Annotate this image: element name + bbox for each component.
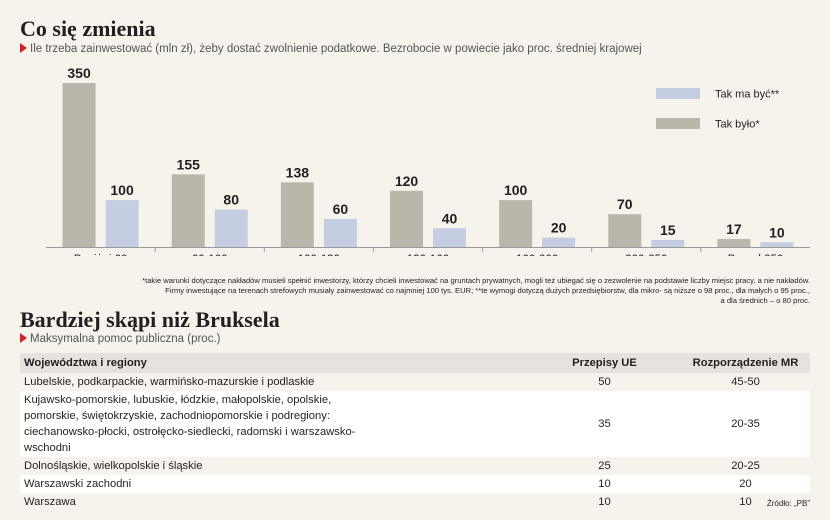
region-cell: Kujawsko-pomorskie, lubuskie, łódzkie, m… xyxy=(20,391,528,457)
chart-subtitle: Ile trzeba zainwestować (mln zł), żeby d… xyxy=(20,43,642,55)
legend-label: Tak ma być** xyxy=(715,89,780,101)
mr-cell: 10 xyxy=(739,496,752,508)
header-mr: Rozporządzenie MR xyxy=(681,353,810,373)
x-tick-label: Ponad 250 xyxy=(728,254,784,256)
table-row: Lubelskie, podkarpackie, warmińsko-mazur… xyxy=(20,373,810,391)
x-tick-label: 130-160 xyxy=(407,254,449,256)
data-label: 70 xyxy=(617,196,633,212)
eu-cell: 35 xyxy=(528,391,681,457)
data-label: 100 xyxy=(504,182,528,198)
eu-cell: 50 xyxy=(598,376,611,388)
bar-after xyxy=(760,242,794,247)
data-label: 17 xyxy=(726,221,742,237)
bar-after xyxy=(323,218,357,247)
header-region: Województwa i regiony xyxy=(20,353,528,373)
bar-before xyxy=(390,190,423,247)
footnote-line-3: a dla średnich – o 80 proc. xyxy=(720,296,811,305)
x-tick-label: 160-200 xyxy=(516,254,558,256)
legend-label: Tak było* xyxy=(715,119,760,131)
table-subtitle: Maksymalna pomoc publiczna (proc.) xyxy=(20,333,220,345)
mr-cell: 20-35 xyxy=(681,391,810,457)
eu-cell: 10 xyxy=(598,496,611,508)
bar-before xyxy=(62,83,96,247)
mr-cell: 20 xyxy=(681,475,810,493)
bar-after xyxy=(651,239,685,247)
bar-after xyxy=(214,209,248,247)
bar-after xyxy=(433,228,466,247)
legend-swatch xyxy=(656,88,700,99)
data-label: 20 xyxy=(551,220,567,236)
table-subtitle-text: Maksymalna pomoc publiczna (proc.) xyxy=(30,333,221,345)
bar-before xyxy=(171,174,205,247)
x-tick-label: Poniżej 60 xyxy=(74,254,128,256)
table-row: Warszawski zachodni 10 20 xyxy=(20,475,810,493)
aid-table: Województwa i regiony Przepisy UE Rozpor… xyxy=(20,353,810,511)
footnote-line-1: *takie warunki dotyczące nakładów musiel… xyxy=(142,276,810,285)
mr-cell: 20-25 xyxy=(731,460,760,472)
table-row: Kujawsko-pomorskie, lubuskie, łódzkie, m… xyxy=(20,391,810,457)
data-label: 120 xyxy=(395,173,419,189)
region-cell: Warszawski zachodni xyxy=(20,475,528,493)
eu-cell: 25 xyxy=(598,460,611,472)
x-tick-label: 60-100 xyxy=(192,254,228,256)
data-label: 350 xyxy=(67,65,91,81)
chart-subtitle-text: Ile trzeba zainwestować (mln zł), żeby d… xyxy=(30,43,642,55)
data-label: 100 xyxy=(110,182,134,198)
x-tick-label: 100-130 xyxy=(298,254,340,256)
data-label: 10 xyxy=(769,224,785,240)
region-cell: Dolnośląskie, wielkopolskie i śląskie xyxy=(24,460,203,472)
footnote-line-2: Firmy inwestujące na terenach strefowych… xyxy=(165,286,810,295)
source-note: Źródło: „PB” xyxy=(766,499,810,508)
data-label: 80 xyxy=(223,192,239,208)
bar-before xyxy=(280,182,314,247)
table-header-row: Województwa i regiony Przepisy UE Rozpor… xyxy=(20,353,810,373)
table-row: Warszawa 10 10 xyxy=(20,493,810,511)
bar-chart: 350 100 Poniżej 60 155 80 60-100 138 60 100-130 1… xyxy=(46,65,810,256)
bar-after xyxy=(105,200,139,247)
bar-before xyxy=(608,214,642,247)
table-title: Bardziej skąpi niż Bruksela xyxy=(20,307,280,332)
bar-after xyxy=(542,237,576,247)
data-label: 155 xyxy=(177,156,201,172)
footnote: *takie warunki dotyczące nakładów musiel… xyxy=(20,276,810,306)
bar-before xyxy=(717,239,751,247)
data-label: 138 xyxy=(286,164,310,180)
red-triangle-icon xyxy=(20,333,27,343)
red-triangle-icon xyxy=(20,43,27,53)
data-label: 15 xyxy=(660,222,676,238)
data-label: 40 xyxy=(442,210,458,226)
table-row: Dolnośląskie, wielkopolskie i śląskie 25… xyxy=(20,457,810,475)
chart-title: Co się zmienia xyxy=(20,16,156,41)
x-tick-label: 200-250 xyxy=(625,254,667,256)
bar-before xyxy=(499,200,533,247)
header-eu: Przepisy UE xyxy=(528,353,681,373)
mr-cell: 45-50 xyxy=(731,376,760,388)
eu-cell: 10 xyxy=(528,475,681,493)
legend-swatch xyxy=(656,118,700,129)
region-cell: Lubelskie, podkarpackie, warmińsko-mazur… xyxy=(24,376,315,388)
data-label: 60 xyxy=(333,201,349,217)
region-cell: Warszawa xyxy=(24,496,76,508)
